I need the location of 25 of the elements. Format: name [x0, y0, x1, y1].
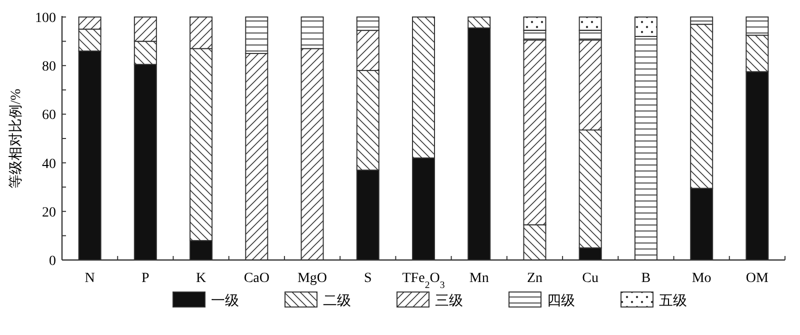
y-tick-label: 100	[35, 11, 56, 26]
x-tick-label: Mn	[469, 271, 489, 286]
legend-label: 五级	[659, 293, 687, 309]
y-tick-label: 20	[42, 205, 56, 220]
legend-label: 二级	[323, 293, 351, 309]
y-tick-label: 0	[49, 254, 56, 269]
x-tick-label: K	[196, 271, 206, 286]
y-tick-label: 80	[42, 60, 56, 75]
x-tick-label: Mo	[692, 271, 712, 286]
x-tick-label: S	[364, 271, 372, 286]
legend-label: 一级	[211, 293, 239, 309]
x-tick-label: CaO	[244, 271, 270, 286]
legend-label: 四级	[547, 293, 575, 309]
x-tick-label: N	[84, 271, 95, 286]
x-tick-label: MgO	[297, 271, 328, 286]
x-tick-label: P	[142, 271, 150, 286]
x-tick-label: Cu	[582, 271, 599, 286]
x-tick-label: Zn	[526, 271, 543, 286]
x-tick-label: OM	[746, 271, 770, 286]
x-tick-label: TFe$_{2}$O$_{3}$	[402, 271, 445, 290]
legend-label: 三级	[435, 293, 463, 309]
y-tick-label: 60	[42, 108, 56, 124]
y-tick-label: 40	[42, 156, 56, 172]
x-tick-label: B	[641, 271, 651, 286]
y-axis-title: 等级相对比例/%	[8, 88, 24, 188]
